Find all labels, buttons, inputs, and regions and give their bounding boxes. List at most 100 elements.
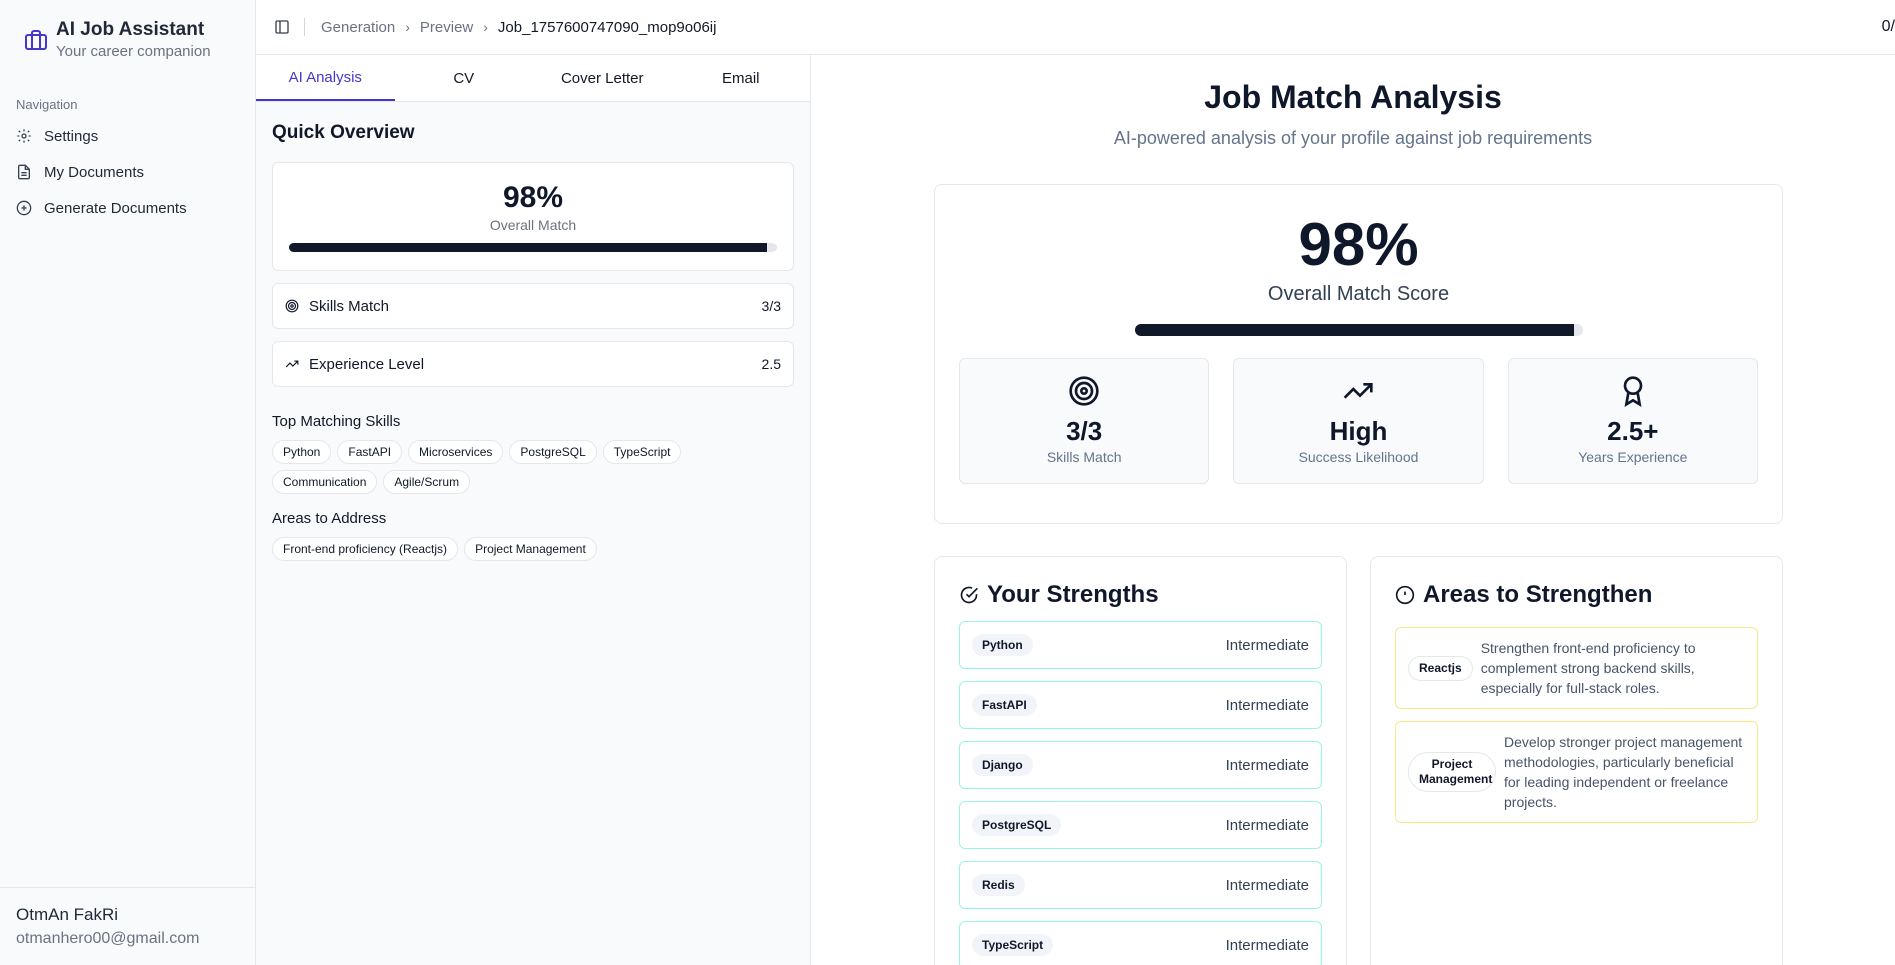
document-icon xyxy=(18,164,30,180)
tab-ai-analysis[interactable]: AI Analysis xyxy=(256,55,395,101)
match-score-progress xyxy=(1134,324,1583,336)
breadcrumb-current: Job_1757600747090_mop9o06ij xyxy=(497,18,717,36)
strength-item: PostgreSQL Intermediate xyxy=(959,801,1322,849)
target-icon xyxy=(285,299,299,313)
analysis-view: Job Match Analysis AI-powered analysis o… xyxy=(811,55,1895,965)
sidebar-item-generate-documents[interactable]: Generate Documents xyxy=(16,194,187,222)
area-chip: Front-end proficiency (Reactjs) xyxy=(272,537,459,561)
area-chip: Project Management xyxy=(464,537,597,561)
trending-up-icon xyxy=(1344,383,1374,399)
progress-fill xyxy=(289,243,768,252)
stat-label: Success Likelihood xyxy=(1298,449,1419,465)
target-icon xyxy=(1069,376,1099,406)
stat-success-likelihood: High Success Likelihood xyxy=(1233,358,1484,484)
skill-chip: Python xyxy=(272,440,332,464)
skill-level: Intermediate xyxy=(1225,816,1309,834)
skill-pill: Python xyxy=(972,634,1033,656)
skills-match-label: Skills Match xyxy=(309,297,390,315)
skill-chip: TypeScript xyxy=(602,440,682,464)
area-description: Strengthen front-end proficiency to comp… xyxy=(1480,640,1696,696)
improvement-item: Project Management Develop stronger proj… xyxy=(1395,721,1758,823)
match-score-label: Overall Match Score xyxy=(1267,283,1450,305)
area-description: Develop stronger project management meth… xyxy=(1504,734,1743,810)
sidebar-item-label: My Documents xyxy=(44,163,145,181)
sidebar-item-settings[interactable]: Settings xyxy=(16,122,98,150)
strength-item: FastAPI Intermediate xyxy=(959,681,1322,729)
strength-item: Redis Intermediate xyxy=(959,861,1322,909)
overall-match-card: 98% Overall Match xyxy=(272,162,794,271)
tab-cv[interactable]: CV xyxy=(453,69,475,87)
user-name: OtmAn FakRi xyxy=(16,905,119,924)
skill-pill: PostgreSQL xyxy=(972,814,1062,836)
alert-circle-icon xyxy=(1395,585,1415,605)
improvement-item: Reactjs Strengthen front-end proficiency… xyxy=(1395,627,1758,709)
areas-list: Front-end proficiency (Reactjs) Project … xyxy=(272,537,732,561)
tab-bar: AI Analysis CV Cover Letter Email xyxy=(256,55,810,102)
page-title: Job Match Analysis xyxy=(1204,79,1502,115)
sidebar-item-label: Generate Documents xyxy=(44,199,187,217)
app-subtitle: Your career companion xyxy=(56,43,211,60)
award-icon xyxy=(1623,376,1643,407)
skill-pill: TypeScript xyxy=(972,934,1054,956)
stat-skills-match: 3/3 Skills Match xyxy=(959,358,1210,484)
gear-icon xyxy=(17,129,31,143)
stat-value: High xyxy=(1329,416,1388,446)
experience-level-row: Experience Level 2.5 xyxy=(272,341,794,387)
skill-chip: PostgreSQL xyxy=(509,440,597,464)
match-score-value: 98% xyxy=(1298,211,1419,278)
stat-years-experience: 2.5+ Years Experience xyxy=(1507,358,1758,484)
chevron-right-icon: › xyxy=(483,19,488,35)
tab-cover-letter[interactable]: Cover Letter xyxy=(560,69,644,87)
plus-circle-icon xyxy=(16,200,32,216)
stat-value: 3/3 xyxy=(1066,416,1103,446)
match-score-card: 98% Overall Match Score 3/3 Skills Match… xyxy=(934,184,1783,524)
divider xyxy=(304,18,305,36)
sidebar-toggle-icon[interactable] xyxy=(274,19,290,35)
overall-match-label: Overall Match xyxy=(489,217,577,233)
app-title: AI Job Assistant xyxy=(56,19,205,40)
tab-email[interactable]: Email xyxy=(721,69,760,87)
experience-level-value: 2.5 xyxy=(761,356,781,372)
breadcrumb-preview[interactable]: Preview xyxy=(419,18,474,36)
skill-chip: Communication xyxy=(272,470,378,494)
stat-value: 2.5+ xyxy=(1607,416,1659,446)
page-subtitle: AI-powered analysis of your profile agai… xyxy=(1113,128,1593,148)
areas-to-address-title: Areas to Address xyxy=(272,510,387,527)
skill-pill: FastAPI xyxy=(972,694,1037,716)
area-tag: Reactjs xyxy=(1408,655,1473,681)
brand[interactable]: AI Job Assistant Your career companion xyxy=(0,0,255,80)
chevron-right-icon: › xyxy=(405,19,410,35)
areas-to-strengthen-title: Areas to Strengthen xyxy=(1423,581,1653,608)
skill-level: Intermediate xyxy=(1225,636,1309,654)
sidebar-item-label: Settings xyxy=(44,127,99,145)
strength-item: Django Intermediate xyxy=(959,741,1322,789)
skill-chip: Microservices xyxy=(408,440,504,464)
skill-pill: Django xyxy=(972,754,1033,776)
strength-item: TypeScript Intermediate xyxy=(959,921,1322,965)
user-profile[interactable]: OtmAn FakRi otmanhero00@gmail.com xyxy=(0,887,255,965)
sidebar-item-my-documents[interactable]: My Documents xyxy=(16,158,144,186)
nav-section-label: Navigation xyxy=(16,97,78,112)
strength-item: Python Intermediate xyxy=(959,621,1322,669)
skills-match-row: Skills Match 3/3 xyxy=(272,283,794,329)
topbar: Generation › Preview › Job_1757600747090… xyxy=(256,0,1895,55)
sidebar: AI Job Assistant Your career companion N… xyxy=(0,0,256,965)
skill-chip: Agile/Scrum xyxy=(383,470,471,494)
strengths-panel: Your Strengths Python Intermediate FastAP… xyxy=(934,556,1347,965)
overall-match-progress xyxy=(289,243,777,252)
skill-chip: FastAPI xyxy=(337,440,403,464)
skill-level: Intermediate xyxy=(1225,876,1309,894)
stat-label: Years Experience xyxy=(1578,449,1688,465)
breadcrumb-generation[interactable]: Generation xyxy=(321,18,396,36)
experience-level-label: Experience Level xyxy=(309,355,425,373)
areas-to-strengthen-panel: Areas to Strengthen Reactjs Strengthen f… xyxy=(1370,556,1783,965)
skill-level: Intermediate xyxy=(1225,756,1309,774)
quick-overview-title: Quick Overview xyxy=(272,122,415,143)
strengths-title: Your Strengths xyxy=(987,581,1159,608)
trending-up-icon xyxy=(285,360,299,368)
user-email: otmanhero00@gmail.com xyxy=(16,930,200,947)
skill-level: Intermediate xyxy=(1225,696,1309,714)
stat-label: Skills Match xyxy=(1046,449,1122,465)
progress-fill xyxy=(1134,324,1574,336)
top-skills-list: Python FastAPI Microservices PostgreSQL … xyxy=(272,440,732,494)
